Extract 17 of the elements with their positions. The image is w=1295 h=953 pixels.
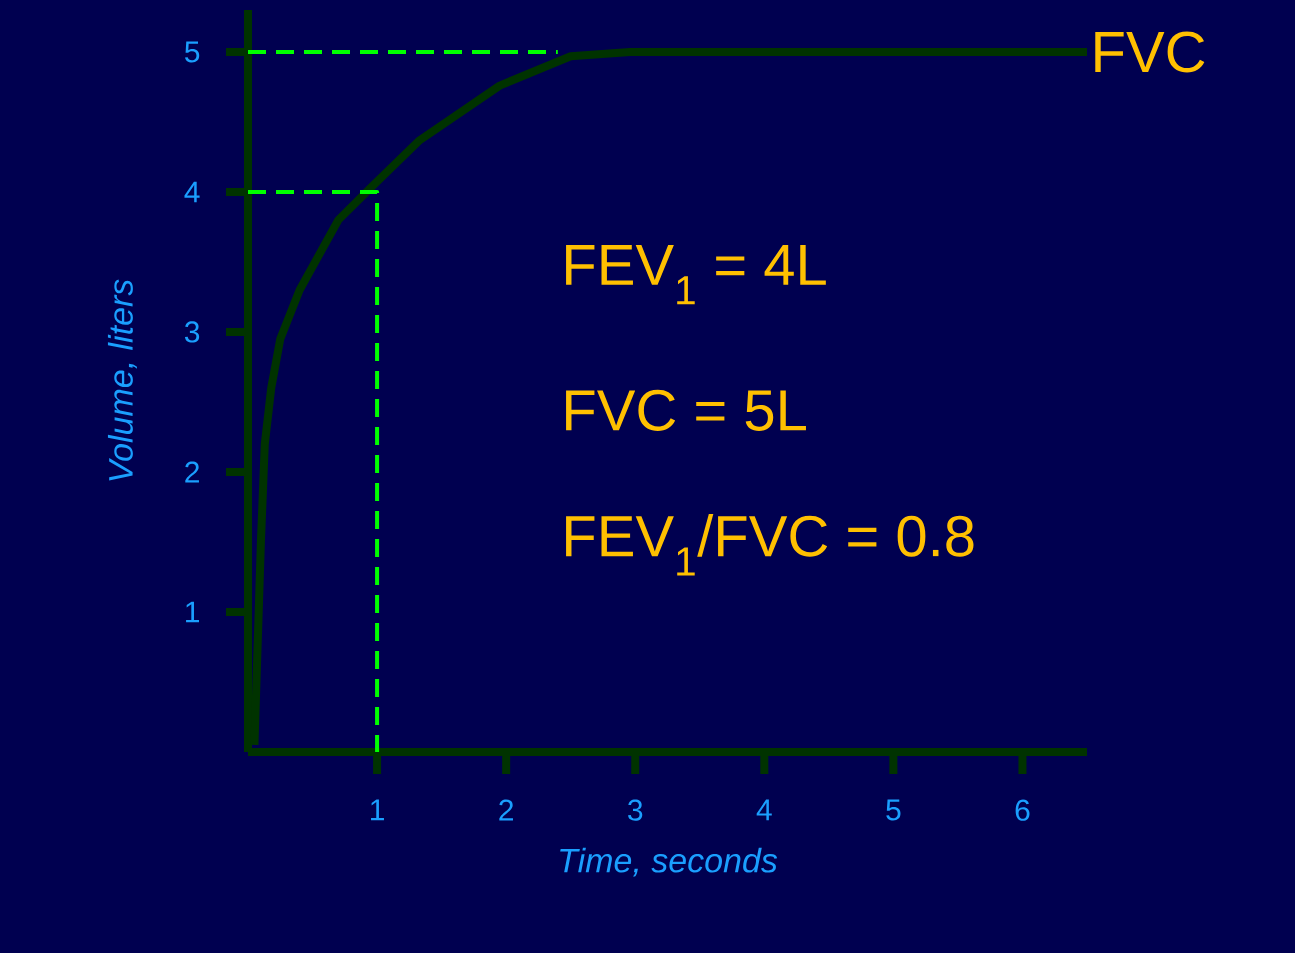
y-tick-label: 1 xyxy=(186,601,200,623)
series-label: FVC xyxy=(1095,31,1205,73)
y-tick-label: 3 xyxy=(184,321,200,343)
y-tick-label: 4 xyxy=(184,181,200,203)
x-axis-title: Time, seconds xyxy=(560,847,778,877)
y-tick-label: 5 xyxy=(184,41,200,63)
x-tick-label: 5 xyxy=(886,799,901,821)
annotation: FVC = 5L xyxy=(566,389,806,431)
x-tick-label: 1 xyxy=(371,799,384,821)
x-tick-label: 2 xyxy=(499,799,513,821)
x-tick-label: 6 xyxy=(1015,799,1030,821)
annotation: FEV$_{1}$/FVC = 0.8 xyxy=(566,514,974,576)
annotation: FEV$_{1}$ = 4L xyxy=(566,244,826,305)
x-tick-label: 3 xyxy=(628,799,643,821)
y-tick-label: 2 xyxy=(185,461,199,483)
x-tick-label: 4 xyxy=(756,799,772,821)
y-axis-title: Volume, liters xyxy=(107,279,137,481)
